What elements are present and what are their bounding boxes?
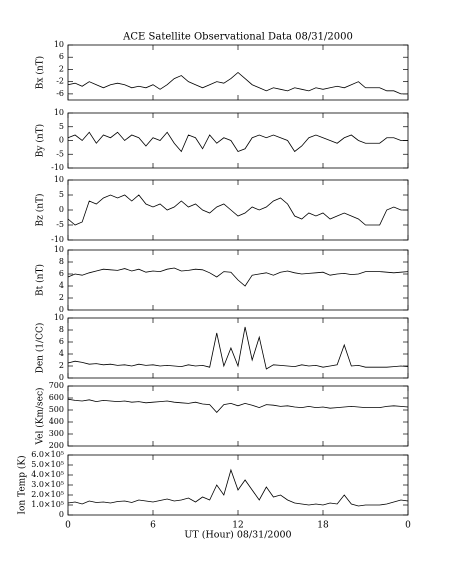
- y-tick-label: 10: [54, 245, 64, 254]
- y-tick-label: 5: [59, 190, 64, 199]
- y-tick-label: 200: [49, 441, 64, 450]
- y-tick-label: 600: [49, 393, 64, 402]
- data-line: [67, 71, 408, 95]
- y-tick-label: 6: [59, 269, 64, 278]
- y-tick-label: 8: [59, 257, 64, 266]
- y-tick-label: 4: [59, 349, 64, 358]
- y-tick-label: 400: [49, 417, 64, 426]
- y-tick-label: -6: [56, 89, 64, 98]
- x-tick-label: 0: [405, 521, 411, 531]
- data-line: [67, 131, 408, 153]
- y-tick-label: 10: [54, 313, 64, 322]
- data-line: [67, 267, 409, 287]
- panel-frame: [67, 317, 409, 379]
- y-tick-label: 4: [59, 281, 64, 290]
- y-tick-label: 0: [59, 373, 64, 382]
- y-tick-label: 6: [59, 337, 64, 346]
- data-line: [67, 398, 409, 413]
- y-tick-label: -10: [51, 235, 64, 244]
- y-axis-label: Den (1/CC): [35, 323, 46, 374]
- x-tick-label: 0: [65, 521, 71, 531]
- y-axis-label: Bt (nT): [35, 264, 46, 296]
- y-axis-label: Ion Temp (K): [17, 455, 28, 514]
- y-tick-label: 0: [59, 205, 64, 214]
- y-tick-label: 10: [54, 108, 64, 117]
- y-tick-label: 2.0×10⁵: [31, 490, 64, 499]
- x-tick-label: 12: [232, 521, 243, 531]
- y-tick-label: 3.0×10⁵: [31, 480, 64, 489]
- y-tick-label: -10: [51, 163, 64, 172]
- y-tick-label: -5: [56, 220, 64, 229]
- y-tick-label: 6: [59, 52, 64, 61]
- chart-title: ACE Satellite Observational Data 08/31/2…: [122, 32, 353, 43]
- y-tick-label: 0: [59, 136, 64, 145]
- y-tick-label: 4.0×10⁵: [31, 470, 64, 479]
- data-line: [67, 194, 408, 226]
- panel-frame: [67, 112, 409, 169]
- y-tick-label: -5: [56, 149, 64, 158]
- y-tick-label: 0: [59, 305, 64, 314]
- x-tick-label: 6: [150, 521, 156, 531]
- panel-frame: [67, 385, 409, 447]
- y-tick-label: 0: [59, 510, 64, 519]
- y-tick-label: 6.0×10⁵: [31, 450, 64, 459]
- y-tick-label: 8: [59, 325, 64, 334]
- y-tick-label: 10: [54, 40, 64, 49]
- y-tick-label: 500: [49, 405, 64, 414]
- y-axis-label: Bx (nT): [35, 56, 46, 89]
- y-tick-label: 10: [54, 175, 64, 184]
- y-tick-label: 2: [59, 293, 64, 302]
- y-tick-label: 5.0×10⁵: [31, 460, 64, 469]
- data-line: [67, 468, 409, 507]
- y-tick-label: 700: [49, 381, 64, 390]
- y-tick-label: 5: [59, 122, 64, 131]
- y-tick-label: 300: [49, 429, 64, 438]
- y-tick-label: 2: [59, 64, 64, 73]
- y-axis-label: Vel (Km/sec): [35, 387, 46, 445]
- y-tick-label: 2: [59, 361, 64, 370]
- y-tick-label: -2: [56, 77, 64, 86]
- x-axis-label: UT (Hour) 08/31/2000: [184, 530, 291, 541]
- x-tick-label: 18: [317, 521, 329, 531]
- y-axis-label: Bz (nT): [35, 193, 46, 226]
- data-line: [67, 326, 409, 370]
- panel-frame: [67, 179, 409, 241]
- y-tick-label: 1.0×10⁵: [31, 500, 64, 509]
- y-axis-label: By (nT): [35, 124, 46, 157]
